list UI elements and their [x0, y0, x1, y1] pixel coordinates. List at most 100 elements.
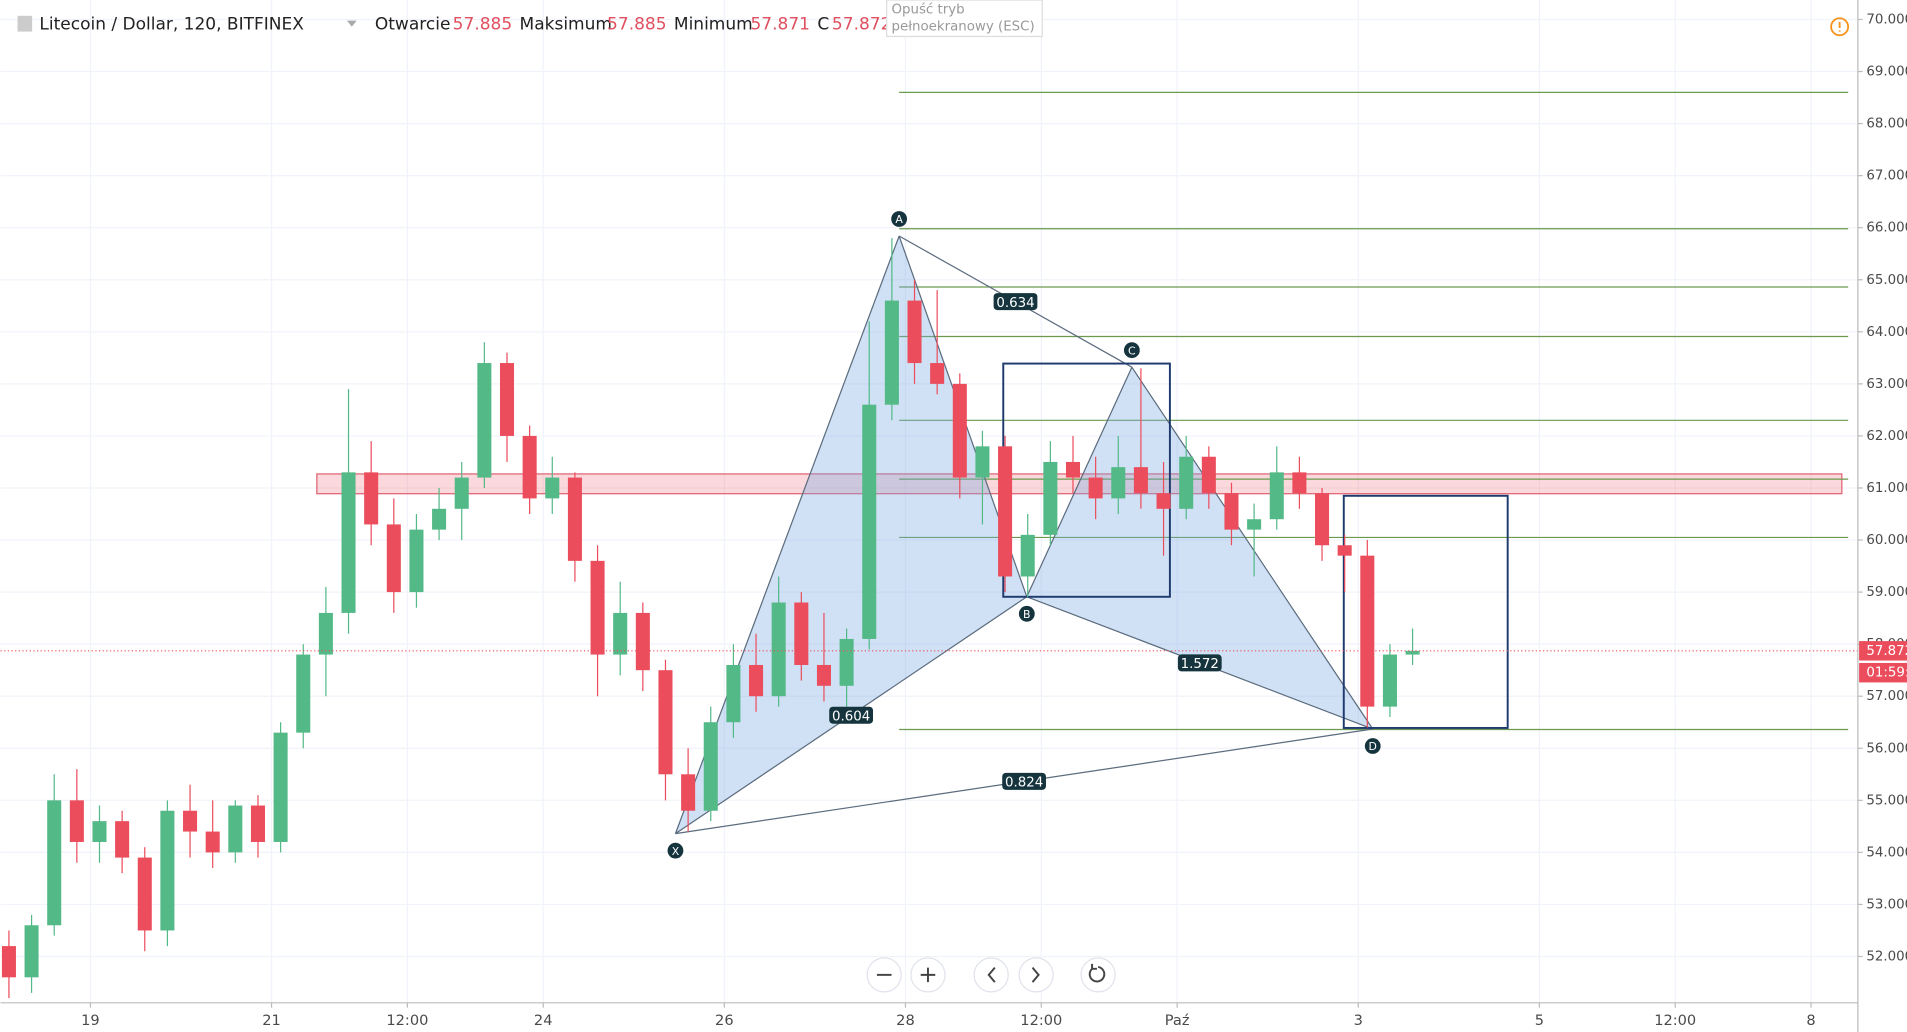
candle-body: [1065, 461, 1081, 478]
candle-body: [703, 722, 718, 811]
candle-body: [884, 300, 899, 405]
reset[interactable]: [1080, 957, 1116, 993]
candle-body: [816, 664, 831, 686]
candle-body: [930, 363, 945, 384]
point-label: X: [672, 845, 680, 858]
candle-body: [1405, 650, 1420, 655]
y-tick-label: 62.000: [1866, 429, 1907, 444]
y-tick-label: 54.000: [1866, 845, 1907, 860]
scroll-left[interactable]: [973, 957, 1009, 993]
candle-body: [273, 732, 288, 842]
candle-body: [183, 810, 198, 832]
candle-body: [1315, 493, 1330, 546]
warning-icon[interactable]: [1830, 17, 1850, 37]
legend-label: Minimum: [674, 14, 753, 34]
dropdown[interactable]: [346, 20, 357, 27]
candle-body: [341, 472, 356, 613]
candle-body: [1, 946, 16, 978]
legend-value: 57.885: [607, 14, 666, 34]
candle-body: [409, 529, 424, 593]
y-tick-label: 57.000: [1866, 689, 1907, 704]
candle-body: [47, 800, 62, 926]
point-badge: [1364, 738, 1381, 754]
candle-body: [92, 821, 107, 842]
price-tag-label: 57.872: [1866, 644, 1907, 659]
candle-body: [567, 477, 582, 561]
ratio-badge: [1002, 772, 1046, 790]
candle-body: [1043, 461, 1058, 535]
candle-body: [975, 446, 990, 478]
candle-body: [296, 654, 311, 733]
candle-body: [794, 602, 809, 665]
ratio-badge: [1177, 654, 1222, 672]
candle-body: [160, 810, 175, 931]
x-tick-label: 3: [1354, 1012, 1363, 1029]
price-tag: [1859, 641, 1907, 661]
y-tick-label: 66.000: [1866, 221, 1907, 236]
y-tick-label: 55.000: [1866, 793, 1907, 808]
candle-body: [1382, 654, 1397, 707]
candle-body: [1179, 456, 1194, 509]
candle-body: [545, 477, 560, 499]
point-badge: [891, 211, 908, 227]
pattern-triangle: [1026, 367, 1373, 730]
x-tick-label: 5: [1535, 1012, 1544, 1029]
legend-value: 57.871: [751, 14, 810, 34]
candle-body: [726, 664, 741, 723]
candle-body: [658, 670, 673, 775]
candle-body: [1156, 493, 1171, 509]
pattern-line: [1131, 366, 1374, 730]
pattern-triangle: [675, 236, 1027, 834]
candle-body: [228, 805, 243, 853]
candle-body: [1247, 519, 1262, 530]
candle-body: [522, 435, 537, 499]
grid: [0, 0, 1858, 1003]
tooltip: [886, 0, 1043, 38]
scroll-right[interactable]: [1018, 957, 1054, 993]
candle-body: [862, 404, 877, 639]
y-tick-label: 60.000: [1866, 533, 1907, 548]
candle-body: [115, 821, 130, 858]
candle-body: [590, 560, 605, 655]
x-tick-label: 8: [1806, 1012, 1815, 1029]
y-tick-label: 63.000: [1866, 377, 1907, 392]
candle-body: [386, 524, 401, 593]
plot: 0.604 0.634 1.572 0.824 X A B C D: [0, 91, 1858, 999]
candle-body: [1201, 456, 1216, 494]
candle-body: [839, 638, 854, 686]
candle-body: [250, 805, 265, 842]
candle-body: [1088, 477, 1103, 499]
candle-body: [1020, 534, 1035, 577]
x-tick-label: 12:00: [386, 1012, 428, 1029]
y-tick-label: 65.000: [1866, 273, 1907, 288]
tooltip-text: Opuść tryb: [892, 2, 965, 18]
y-tick-label: 64.000: [1866, 325, 1907, 340]
candle-body: [1360, 555, 1375, 707]
y-tick-label: 53.000: [1866, 897, 1907, 912]
box: [1342, 494, 1509, 729]
point-label: A: [895, 213, 903, 226]
candle-body: [1337, 545, 1352, 556]
candle-body: [69, 800, 84, 842]
candle-body: [635, 612, 650, 671]
y-tick-label: 70.000: [1866, 12, 1907, 27]
x-tick-label: Paź: [1165, 1012, 1190, 1029]
point-label: B: [1023, 608, 1030, 621]
nav-icons: [876, 963, 1106, 983]
y-tick-label: 68.000: [1866, 117, 1907, 132]
x-tick-label: 28: [896, 1012, 915, 1029]
ratio-badge: [993, 293, 1038, 311]
legend-label: C: [817, 14, 829, 34]
legend-value: 57.885: [453, 14, 512, 34]
candle-body: [1111, 467, 1126, 499]
candle-body: [681, 774, 696, 811]
right-icon: [1031, 966, 1040, 983]
candle-body: [364, 472, 379, 525]
candle-body: [613, 612, 628, 655]
y-tick-label: 52.000: [1866, 949, 1907, 964]
candle-body: [1292, 472, 1307, 494]
axes: 52.00053.00054.00055.00056.00057.00058.0…: [81, 12, 1907, 1029]
candle-body: [907, 300, 922, 364]
tooltip-text: pełnoekranowy (ESC): [892, 20, 1035, 35]
